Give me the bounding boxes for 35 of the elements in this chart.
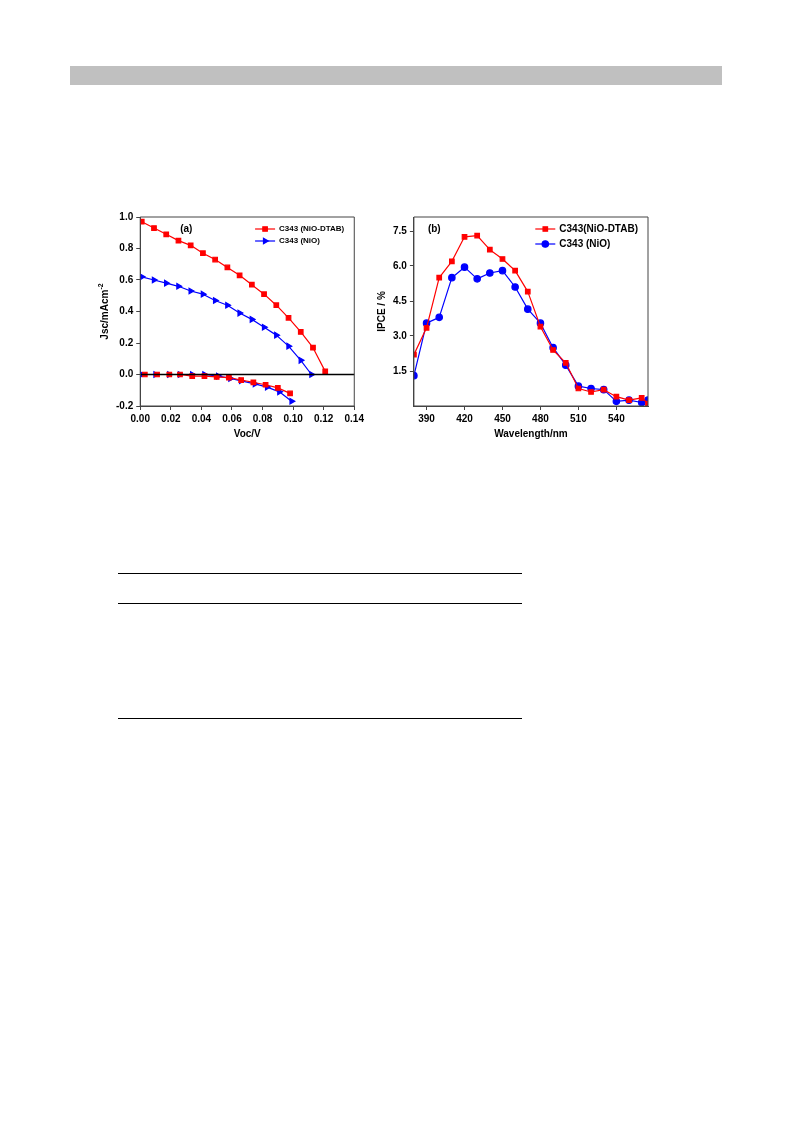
y-tick-label: 0.4 bbox=[119, 305, 134, 317]
x-tick-label: 480 bbox=[532, 412, 550, 424]
annotation: (b) bbox=[427, 222, 441, 234]
y-tick-label: -0.2 bbox=[116, 399, 134, 411]
x-axis-title: Wavelength/nm bbox=[494, 427, 568, 439]
x-tick-label: 0.06 bbox=[222, 412, 243, 424]
y-tick-label: 3.0 bbox=[393, 329, 408, 341]
legend-label: C343 (NiO-DTAB) bbox=[279, 224, 345, 234]
x-tick-label: 0.04 bbox=[191, 412, 212, 424]
x-tick-label: 0.08 bbox=[252, 412, 273, 424]
x-tick-label: 510 bbox=[570, 412, 588, 424]
legend-label: C343(NiO-DTAB) bbox=[559, 222, 639, 234]
y-tick-label: 7.5 bbox=[393, 224, 408, 236]
x-tick-label: 540 bbox=[608, 412, 626, 424]
y-tick-label: 1.5 bbox=[393, 364, 408, 376]
x-tick-label: 0.12 bbox=[313, 412, 334, 424]
x-tick-label: 450 bbox=[494, 412, 512, 424]
x-tick-label: 0.00 bbox=[130, 412, 151, 424]
x-axis-title: Voc/V bbox=[233, 427, 262, 439]
legend-label: C343 (NiO) bbox=[559, 237, 611, 249]
x-tick-label: 390 bbox=[418, 412, 436, 424]
y-axis-title: IPCE / % bbox=[375, 291, 387, 332]
y-tick-label: 0.2 bbox=[119, 336, 134, 348]
y-tick-label: 6.0 bbox=[393, 259, 408, 271]
x-tick-label: 0.14 bbox=[344, 412, 365, 424]
y-tick-label: 0.8 bbox=[119, 242, 134, 254]
annotation: (a) bbox=[180, 222, 193, 234]
y-tick-label: 1.0 bbox=[119, 210, 134, 222]
y-tick-label: 4.5 bbox=[393, 294, 408, 306]
y-tick-label: 0.0 bbox=[119, 368, 134, 380]
y-tick-label: 0.6 bbox=[119, 273, 134, 285]
x-tick-label: 0.10 bbox=[283, 412, 304, 424]
x-tick-label: 420 bbox=[456, 412, 474, 424]
x-tick-label: 0.02 bbox=[161, 412, 181, 424]
legend-label: C343 (NiO) bbox=[279, 236, 321, 246]
